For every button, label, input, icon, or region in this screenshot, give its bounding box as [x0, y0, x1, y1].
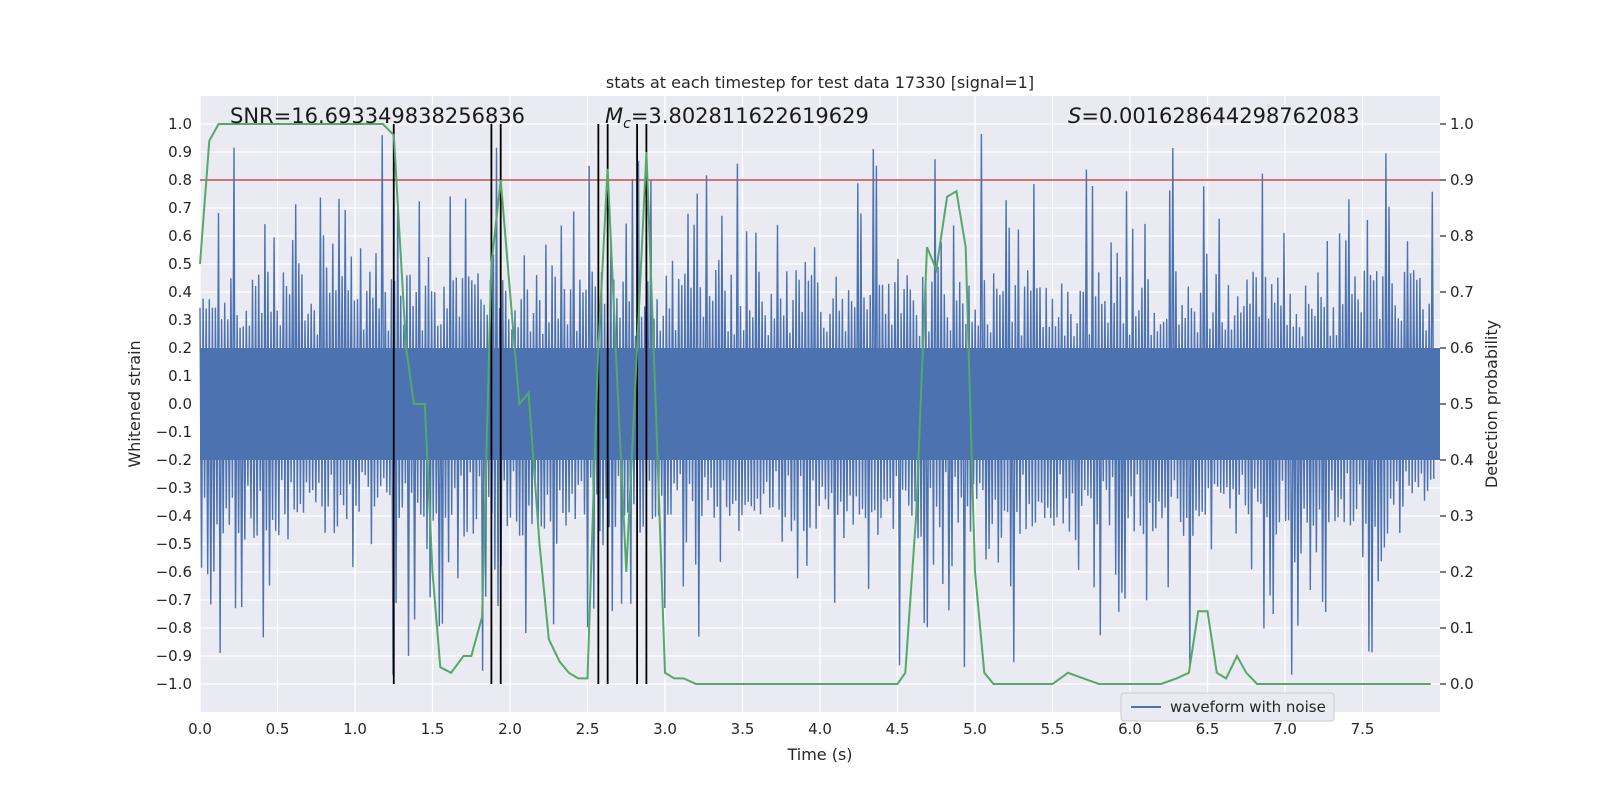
y-tick-label-right: 0.5 — [1450, 395, 1474, 413]
waveform-series — [199, 133, 1440, 675]
y-tick-label-left: −0.6 — [156, 563, 192, 581]
y-tick-label-left: −0.2 — [156, 451, 192, 469]
x-tick-label: 7.5 — [1351, 720, 1375, 738]
s-annotation: S=0.001628644298762083 — [1068, 104, 1359, 128]
detection-markers — [392, 124, 648, 684]
y-tick-label-left: 0.5 — [168, 255, 192, 273]
detection-probability-line — [199, 123, 1431, 685]
x-tick-label: 7.0 — [1273, 720, 1297, 738]
x-tick-label: 0.5 — [266, 720, 290, 738]
y-tick-label-left: 0.9 — [168, 143, 192, 161]
y-tick-label-left: 1.0 — [168, 115, 192, 133]
x-axis-label: Time (s) — [786, 745, 852, 764]
y-tick-label-right: 0.6 — [1450, 339, 1474, 357]
x-tick-label: 6.0 — [1118, 720, 1142, 738]
y-tick-label-right: 0.2 — [1450, 563, 1474, 581]
y-tick-label-right: 1.0 — [1450, 115, 1474, 133]
y-tick-label-left: 0.7 — [168, 199, 192, 217]
s-value: =0.001628644298762083 — [1081, 104, 1359, 128]
x-tick-label: 4.5 — [886, 720, 910, 738]
x-tick-label: 2.0 — [498, 720, 522, 738]
mc-symbol: M — [605, 104, 623, 128]
detection-probability-series — [199, 123, 1431, 685]
legend-label: waveform with noise — [1170, 698, 1326, 716]
x-tick-label: 4.0 — [808, 720, 832, 738]
x-tick-label: 5.5 — [1041, 720, 1065, 738]
y-tick-label-left: −0.7 — [156, 591, 192, 609]
y-tick-label-right: 0.4 — [1450, 451, 1474, 469]
y-tick-label-right: 0.1 — [1450, 619, 1474, 637]
y-tick-label-right: 0.8 — [1450, 227, 1474, 245]
svg-text:S=0.001628644298762083: S=0.001628644298762083 — [1068, 104, 1359, 128]
mc-value: =3.802811622619629 — [631, 104, 869, 128]
y-tick-label-left: −0.1 — [156, 423, 192, 441]
y-tick-label-left: 0.4 — [168, 283, 192, 301]
waveform-core — [200, 348, 1440, 460]
mc-subscript: c — [623, 116, 631, 132]
y-tick-label-left: 0.1 — [168, 367, 192, 385]
x-tick-label: 3.5 — [731, 720, 755, 738]
y-tick-label-left: 0.8 — [168, 171, 192, 189]
x-tick-label: 1.5 — [421, 720, 445, 738]
legend: waveform with noise — [1120, 692, 1335, 722]
y-tick-label-left: −0.5 — [156, 535, 192, 553]
legend-box — [1120, 692, 1335, 722]
chart-title: stats at each timestep for test data 173… — [606, 73, 1034, 92]
chirp-mass-annotation: Mc=3.802811622619629 — [605, 104, 869, 132]
y-tick-label-left: −0.3 — [156, 479, 192, 497]
svg-text:Mc=3.802811622619629: Mc=3.802811622619629 — [605, 104, 869, 132]
x-tick-label: 6.5 — [1196, 720, 1220, 738]
y-tick-label-left: −0.4 — [156, 507, 192, 525]
x-tick-label: 1.0 — [343, 720, 367, 738]
y-tick-label-right: 0.0 — [1450, 675, 1474, 693]
y-tick-label-left: 0.2 — [168, 339, 192, 357]
y-tick-label-right: 0.9 — [1450, 171, 1474, 189]
y-tick-label-left: 0.3 — [168, 311, 192, 329]
y-tick-label-right: 0.3 — [1450, 507, 1474, 525]
s-symbol: S — [1068, 104, 1081, 128]
y-axis-right-label: Detection probability — [1482, 320, 1501, 488]
x-tick-label: 3.0 — [653, 720, 677, 738]
snr-annotation: SNR=16.693349838256836 — [230, 104, 525, 128]
y-tick-label-right: 0.7 — [1450, 283, 1474, 301]
y-tick-label-left: −0.8 — [156, 619, 192, 637]
x-tick-label: 0.0 — [188, 720, 212, 738]
y-tick-label-left: −1.0 — [156, 675, 192, 693]
y-tick-label-left: −0.9 — [156, 647, 192, 665]
x-tick-label: 5.0 — [963, 720, 987, 738]
x-tick-label: 2.5 — [576, 720, 600, 738]
axes: 0.0 0.5 1.0 1.5 2.0 2.5 3.0 3.5 4.0 4.5 5.0 5.5 6.0 6… — [156, 115, 1474, 738]
y-tick-label-left: 0.0 — [168, 395, 192, 413]
y-tick-label-left: 0.6 — [168, 227, 192, 245]
y-axis-left-label: Whitened strain — [125, 340, 144, 467]
